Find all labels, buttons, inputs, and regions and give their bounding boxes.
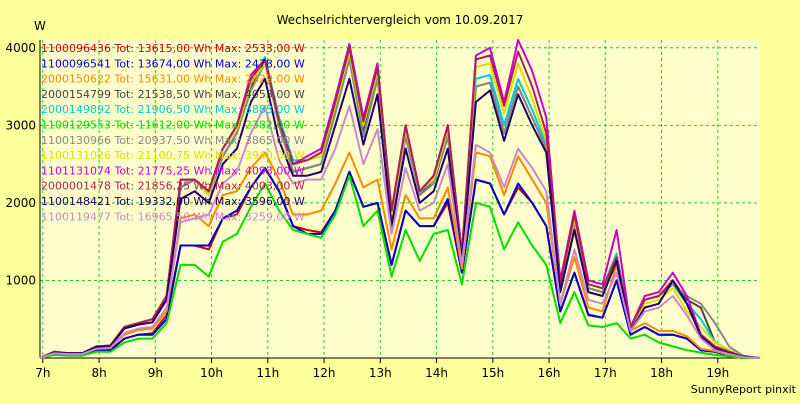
axes: [39, 40, 760, 363]
legend-entry: 1100096541 Tot: 13674,00 Wh Max: 2478,00…: [41, 57, 305, 70]
legend-entry: 1100129553 Tot: 11612,00 Wh Max: 2382,00…: [41, 119, 305, 132]
x-tick-label: 12h: [313, 366, 336, 380]
legend-entry: 1100119477 Tot: 16965,50 Wh Max: 3259,00…: [41, 210, 305, 223]
legend-entry: 1101131074 Tot: 21775,25 Wh Max: 4093,00…: [41, 164, 305, 177]
x-tick-label: 18h: [650, 366, 673, 380]
legend-entry: 2000154799 Tot: 21538,50 Wh Max: 4053,00…: [41, 88, 305, 101]
x-tick-label: 13h: [369, 366, 392, 380]
series-line-3: [39, 151, 760, 359]
footer-credit: SunnyReport pinxit: [691, 383, 797, 396]
x-tick-label: 7h: [35, 366, 50, 380]
legend-entry: 1100148421 Tot: 19332,00 Wh Max: 3596,00…: [41, 195, 305, 208]
x-tick-label: 14h: [425, 366, 448, 380]
x-tick-label: 17h: [594, 366, 617, 380]
x-tick-label: 10h: [200, 366, 223, 380]
series-line-10: [39, 46, 761, 359]
y-tick-label: 1000: [5, 273, 36, 287]
y-tick-label: 3000: [5, 118, 36, 132]
grid-lines: [40, 40, 760, 358]
legend-entry: 2000149892 Tot: 21906,50 Wh Max: 3883,00…: [41, 103, 305, 116]
series-line-12: [39, 104, 761, 359]
legend-entry: 2000150622 Tot: 15631,00 Wh Max: 2629,00…: [41, 73, 305, 86]
x-tick-label: 8h: [91, 366, 106, 380]
series-line-6: [39, 174, 760, 359]
legend-entry: 1100096436 Tot: 13615,00 Wh Max: 2533,00…: [41, 42, 305, 55]
series-lines: [39, 39, 761, 359]
series-line-11: [39, 77, 761, 359]
tick-labels: 1000 2000 3000 4000 7h 8h 9h 10h 11h 12h 13h 14h 15h…: [5, 41, 729, 380]
legend-entry: 1100131026 Tot: 21100,75 Wh Max: 3940,00…: [41, 149, 305, 162]
x-tick-label: 16h: [538, 366, 561, 380]
y-tick-label: 2000: [5, 196, 36, 210]
legend-entry: 2000001478 Tot: 21856,25 Wh Max: 4003,00…: [41, 180, 305, 193]
x-tick-label: 11h: [256, 366, 279, 380]
x-tick-label: 19h: [706, 366, 729, 380]
x-tick-label: 15h: [481, 366, 504, 380]
x-tick-label: 9h: [148, 366, 163, 380]
chart-title: Wechselrichtervergleich vom 10.09.2017: [277, 13, 524, 27]
series-line-2: [39, 167, 760, 359]
y-axis-label: W: [34, 19, 46, 33]
legend-entry: 1100130966 Tot: 20937,50 Wh Max: 3865,00…: [41, 134, 305, 147]
legend: 1100096436 Tot: 13615,00 Wh Max: 2533,00…: [41, 42, 305, 223]
y-tick-label: 4000: [5, 41, 36, 55]
